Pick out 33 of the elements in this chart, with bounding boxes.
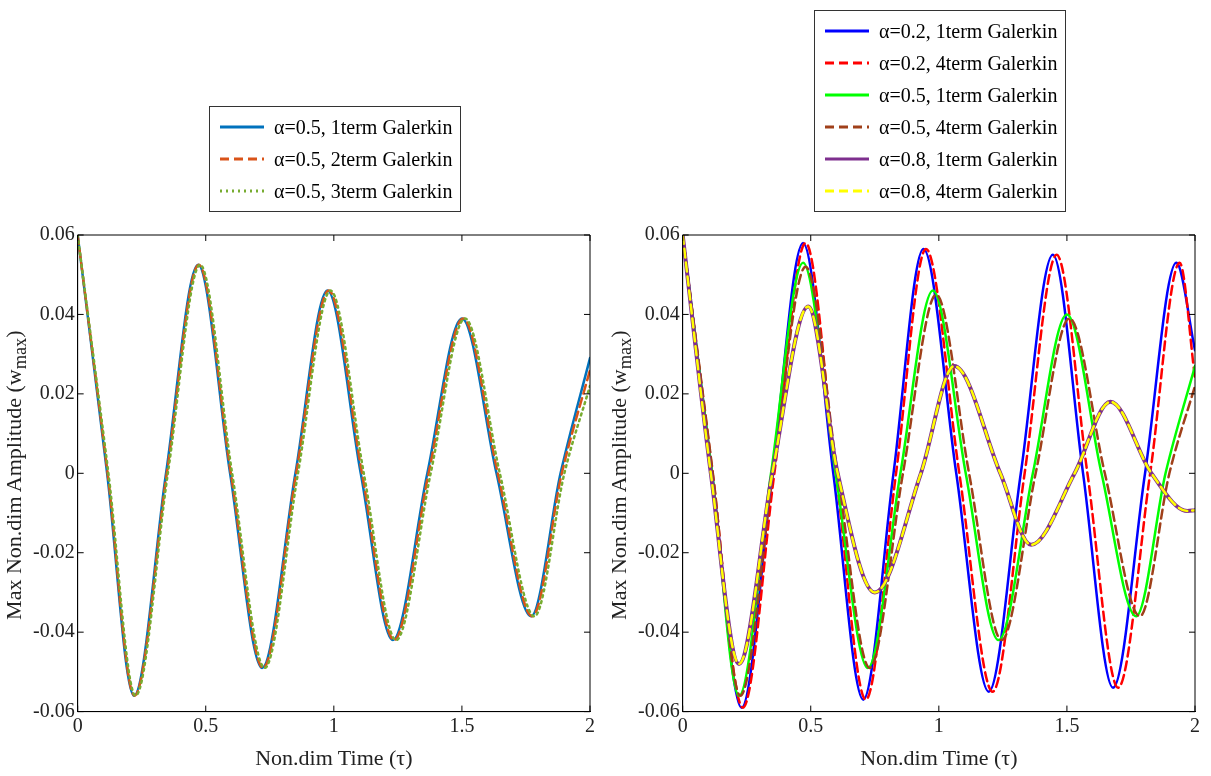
y-tick-label: -0.02 xyxy=(637,539,680,562)
y-tick-label: 0.02 xyxy=(39,381,75,404)
legend-label: α=0.8, 4term Galerkin xyxy=(879,179,1058,203)
y-tick-label: -0.04 xyxy=(32,619,75,642)
x-axis-title: Non.dim Time (τ) xyxy=(255,744,413,770)
y-tick-label: 0 xyxy=(64,460,75,483)
legend-label: α=0.5, 2term Galerkin xyxy=(274,147,453,171)
y-tick-label: 0.04 xyxy=(644,301,680,324)
x-axis-title: Non.dim Time (τ) xyxy=(860,744,1018,770)
y-tick-label: 0.02 xyxy=(644,381,680,404)
x-tick-label: 1 xyxy=(933,713,944,736)
x-tick-label: 1 xyxy=(328,713,339,736)
legend-label: α=0.5, 1term Galerkin xyxy=(274,115,453,139)
legend-label: α=0.8, 1term Galerkin xyxy=(879,147,1058,171)
x-tick-label: 1.5 xyxy=(449,713,475,736)
y-tick-label: 0.04 xyxy=(39,301,75,324)
y-tick-label: 0 xyxy=(669,460,680,483)
y-tick-label: -0.02 xyxy=(32,539,75,562)
x-tick-label: 2 xyxy=(1190,713,1200,736)
legend-label: α=0.2, 4term Galerkin xyxy=(879,51,1058,75)
y-tick-label: -0.06 xyxy=(32,698,75,721)
x-tick-label: 2 xyxy=(585,713,595,736)
x-tick-label: 0.5 xyxy=(798,713,824,736)
legend-label: α=0.2, 1term Galerkin xyxy=(879,19,1058,43)
legend-label: α=0.5, 1term Galerkin xyxy=(879,83,1058,107)
legend-label: α=0.5, 3term Galerkin xyxy=(274,179,453,203)
y-tick-label: 0.06 xyxy=(644,222,680,245)
legend-label: α=0.5, 4term Galerkin xyxy=(879,115,1058,139)
x-tick-label: 1.5 xyxy=(1054,713,1080,736)
x-tick-label: 0.5 xyxy=(193,713,219,736)
y-tick-label: -0.04 xyxy=(637,619,680,642)
y-tick-label: 0.06 xyxy=(39,222,75,245)
y-tick-label: -0.06 xyxy=(637,698,680,721)
